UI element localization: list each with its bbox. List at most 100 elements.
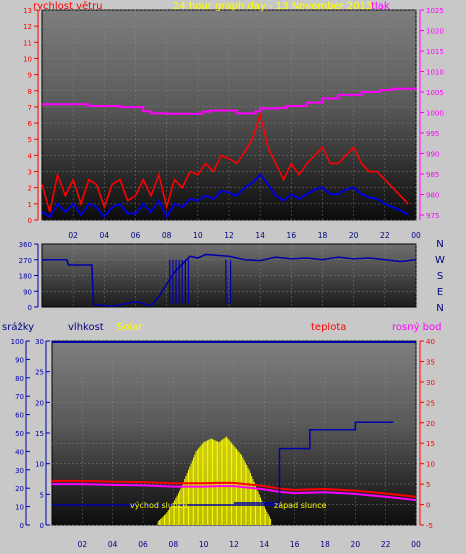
wind-tick-label: 1 xyxy=(28,201,32,209)
direction-tick-label: 0 xyxy=(28,304,32,312)
pressure-tick-label: 1015 xyxy=(426,48,444,56)
compass-label: N xyxy=(436,239,443,250)
precip-tick-label: 10 xyxy=(15,504,24,512)
temperature-x-tick-label: 20 xyxy=(351,540,361,549)
pressure-y-axis: 975 980 985 990 995 1000 1005 1010 1015 1020 1025 xyxy=(419,7,444,220)
wind-x-tick-label: 08 xyxy=(162,231,172,240)
wind-tick-label: 9 xyxy=(28,72,32,80)
temperature-x-tick-label: 18 xyxy=(320,540,330,549)
wind-x-tick-label: 18 xyxy=(318,231,328,240)
temperature-series xyxy=(52,341,417,525)
wind-x-tick-label: 20 xyxy=(349,231,359,240)
temperature-tick-label: 10 xyxy=(426,461,435,469)
temperature-x-tick-label: 22 xyxy=(381,540,391,549)
precip-tick-label: 40 xyxy=(15,448,24,456)
pressure-tick-label: 1005 xyxy=(426,89,444,97)
direction-tick-label: 90 xyxy=(23,288,32,296)
temperature-tick-label: 30 xyxy=(426,379,435,387)
wind-x-tick-label: 02 xyxy=(68,231,78,240)
wind-x-tick-label: 14 xyxy=(255,231,265,240)
wind-tick-label: 13 xyxy=(23,7,32,15)
temperature-tick-label: 40 xyxy=(426,338,435,346)
humidity-tick-label: 30 xyxy=(35,338,44,346)
dew-point-line xyxy=(52,483,417,502)
average-wind-line xyxy=(41,173,409,219)
temperature-y-axis: -5 0 5 10 15 20 25 30 35 40 xyxy=(419,338,435,530)
wind-tick-label: 11 xyxy=(23,39,32,47)
sunrise-annotation: východ slunce xyxy=(130,501,187,510)
humidity-y-axis: 0 5 10 15 20 25 30 xyxy=(35,338,50,530)
direction-tick-label: 180 xyxy=(19,273,32,281)
wind-x-tick-label: 10 xyxy=(193,231,203,240)
wind-x-tick-label: 12 xyxy=(224,231,234,240)
direction-line xyxy=(42,253,417,307)
wind-tick-label: 3 xyxy=(28,169,32,177)
humidity-tick-label: 10 xyxy=(35,461,44,469)
pressure-tick-label: 990 xyxy=(426,151,439,159)
temperature-tick-label: 20 xyxy=(426,420,435,428)
precip-y-axis: 0 10 20 30 40 50 60 70 80 90 100 xyxy=(11,338,30,530)
wind-x-tick-label: 00 xyxy=(411,231,421,240)
direction-y-axis: 0 90 180 270 360 xyxy=(19,241,39,312)
humidity-tick-label: 15 xyxy=(35,430,44,438)
compass-label: S xyxy=(437,271,443,282)
precip-tick-label: 50 xyxy=(15,430,24,438)
precip-tick-label: 100 xyxy=(11,338,24,346)
gust-line xyxy=(41,112,409,213)
direction-tick-label: 270 xyxy=(19,257,32,265)
temperature-tick-label: 15 xyxy=(426,440,435,448)
pressure-tick-label: 985 xyxy=(426,171,439,179)
precip-tick-label: 60 xyxy=(15,412,24,420)
temperature-x-tick-label: 02 xyxy=(78,540,88,549)
pressure-tick-label: 975 xyxy=(426,212,439,220)
wind-tick-label: 4 xyxy=(28,152,33,160)
temperature-tick-label: 35 xyxy=(426,358,435,366)
wind-tick-label: 2 xyxy=(28,185,32,193)
pressure-tick-label: 1025 xyxy=(426,7,444,15)
temperature-tick-label: -5 xyxy=(426,522,433,530)
compass-label: N xyxy=(436,303,443,314)
precip-tick-label: 80 xyxy=(15,375,24,383)
wind-x-tick-label: 22 xyxy=(380,231,390,240)
humidity-tick-label: 20 xyxy=(35,399,44,407)
temperature-label: teplota xyxy=(311,322,346,333)
wind-tick-label: 6 xyxy=(28,120,33,128)
wind-tick-label: 8 xyxy=(28,88,32,96)
precipitation-line xyxy=(52,421,394,506)
pressure-tick-label: 1000 xyxy=(426,110,444,118)
temperature-panel: srážky vlhkost Solar teplota rosný bod 0… xyxy=(2,321,441,549)
pressure-label: tlak xyxy=(371,1,390,12)
wind-x-tick-label: 04 xyxy=(100,231,110,240)
sunset-annotation: západ slunce xyxy=(274,501,327,510)
wind-tick-label: 12 xyxy=(23,23,32,31)
temperature-tick-label: 5 xyxy=(426,481,430,489)
precip-tick-label: 90 xyxy=(15,356,24,364)
precip-tick-label: 30 xyxy=(15,467,24,475)
temperature-x-tick-label: 10 xyxy=(199,540,209,549)
temperature-x-tick-label: 14 xyxy=(260,540,270,549)
wind-tick-label: 0 xyxy=(28,217,32,225)
pressure-tick-label: 1020 xyxy=(426,28,444,36)
precip-tick-label: 20 xyxy=(15,485,24,493)
dew-point-label: rosný bod xyxy=(392,321,441,333)
direction-grid xyxy=(42,244,417,307)
temperature-x-tick-label: 04 xyxy=(108,540,118,549)
temperature-tick-label: 25 xyxy=(426,399,435,407)
temperature-x-tick-label: 00 xyxy=(411,540,421,549)
pressure-tick-label: 995 xyxy=(426,130,439,138)
direction-series xyxy=(42,253,417,307)
direction-tick-label: 360 xyxy=(19,241,32,249)
wind-x-axis: 02 04 06 08 10 12 14 16 18 20 22 00 xyxy=(68,231,421,240)
temperature-x-axis: 02 04 06 08 10 12 14 16 18 20 22 00 xyxy=(78,540,421,549)
pressure-tick-label: 1010 xyxy=(426,69,444,77)
temperature-x-tick-label: 12 xyxy=(229,540,239,549)
humidity-tick-label: 25 xyxy=(35,369,44,377)
temperature-tick-label: 0 xyxy=(426,502,430,510)
wind-pressure-panel: 24 hour graph day - 13 November 2013 ryc… xyxy=(23,0,444,240)
pressure-line xyxy=(42,87,417,115)
humidity-tick-label: 5 xyxy=(40,491,44,499)
solar-label: Solar xyxy=(117,322,143,333)
